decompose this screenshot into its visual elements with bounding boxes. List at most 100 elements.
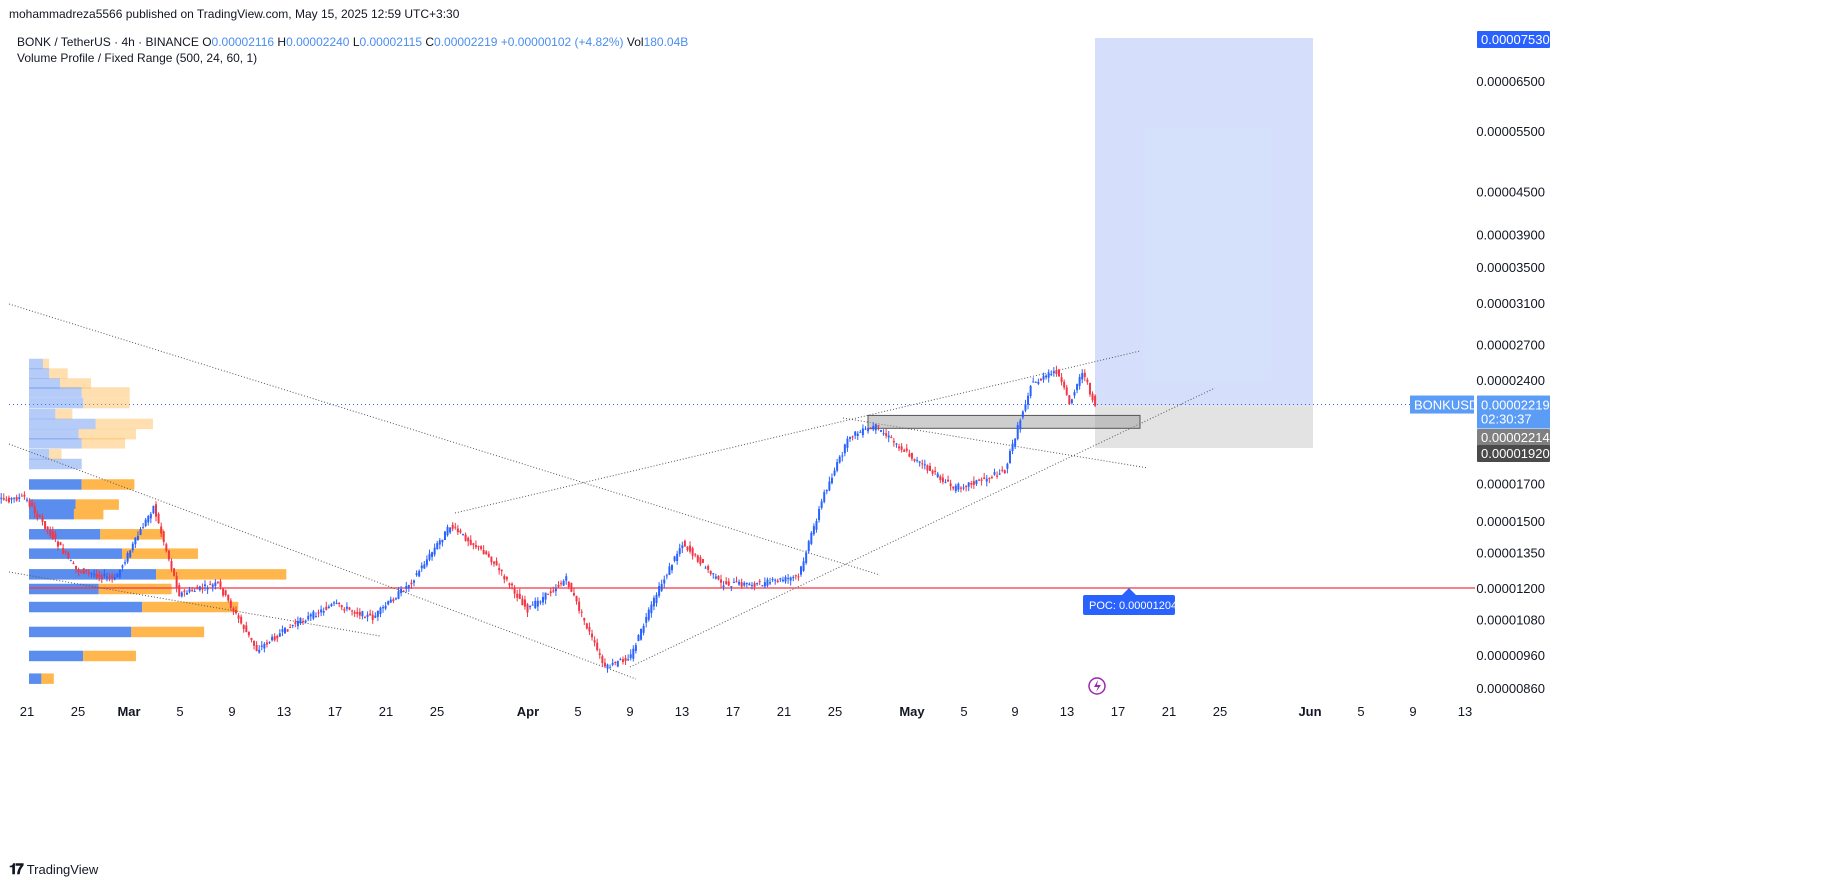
volume-profile-up-bar — [29, 508, 74, 520]
candle-body — [157, 513, 160, 524]
candle-body — [49, 529, 52, 536]
candle-body — [818, 508, 821, 521]
candle-body — [632, 648, 635, 659]
candle-body — [812, 526, 815, 535]
candle-body — [784, 576, 787, 582]
candle-body — [278, 633, 281, 637]
candle-body — [201, 588, 204, 590]
candle-body — [838, 456, 841, 463]
candle-body — [175, 575, 178, 588]
candle-body — [255, 644, 258, 651]
candle-body — [1055, 370, 1058, 374]
candle-body — [985, 478, 988, 482]
candle-body — [1086, 379, 1089, 383]
candle-body — [418, 570, 421, 577]
candle-body — [1060, 377, 1063, 383]
candle-body — [183, 590, 186, 592]
candle-body — [1034, 381, 1037, 383]
symbol-title[interactable]: BONK / TetherUS · 4h · BINANCE — [17, 35, 199, 49]
candle-body — [800, 566, 802, 575]
poc-label: POC: 0.00001204 — [1089, 600, 1177, 612]
candle-body — [433, 547, 436, 555]
y-tick-label: 0.00001500 — [1476, 514, 1545, 529]
candle-body — [560, 583, 563, 585]
low-value: 0.00002115 — [359, 35, 423, 49]
volume-profile-up-bar — [29, 601, 143, 613]
open-value: 0.00002116 — [211, 35, 275, 49]
x-tick-label: 17 — [726, 704, 740, 719]
indicator-legend[interactable]: Volume Profile / Fixed Range (500, 24, 6… — [17, 51, 258, 65]
x-tick-label: 5 — [176, 704, 183, 719]
volume-profile-up-bar — [29, 408, 56, 420]
candle-body — [750, 585, 753, 587]
candle-body — [410, 582, 413, 585]
candle-body — [247, 631, 250, 636]
candle-body — [227, 594, 230, 601]
candle-body — [451, 524, 454, 529]
candle-body — [108, 577, 111, 579]
x-tick-label: Mar — [117, 704, 140, 719]
trend-line — [629, 387, 1216, 668]
candle-body — [645, 616, 648, 623]
candle-body — [193, 591, 196, 593]
candle-body — [738, 581, 741, 585]
candle-body — [46, 526, 49, 530]
candle-body — [95, 573, 98, 578]
candle-body — [655, 594, 658, 604]
y-tick-label: 0.00000960 — [1476, 648, 1545, 663]
candle-body — [7, 497, 10, 503]
candle-body — [124, 562, 127, 564]
candle-body — [325, 606, 328, 610]
candle-body — [673, 556, 676, 561]
candle-body — [265, 642, 268, 645]
candle-body — [903, 449, 906, 452]
candle-body — [877, 425, 880, 427]
candle-body — [224, 590, 227, 596]
candle-body — [185, 592, 188, 595]
candle-body — [1016, 425, 1019, 439]
x-tick-label: 21 — [777, 704, 791, 719]
candle-body — [745, 582, 748, 584]
candle-body — [720, 579, 723, 583]
volume-profile-down-bar — [83, 397, 130, 409]
candle-body — [1094, 395, 1097, 406]
candle-body — [565, 576, 568, 581]
candle-body — [554, 588, 557, 592]
candle-body — [136, 535, 139, 541]
candle-body — [196, 587, 199, 590]
candle-body — [219, 581, 222, 587]
candle-body — [629, 654, 632, 659]
candle-body — [100, 575, 103, 579]
volume-profile-down-bar — [122, 548, 198, 559]
candle-body — [714, 576, 717, 579]
candle-body — [725, 581, 728, 584]
volume-label: Vol — [626, 35, 644, 49]
candle-body — [575, 595, 578, 602]
candle-body — [508, 583, 511, 586]
candle-body — [2, 498, 5, 500]
candle-body — [949, 483, 952, 487]
candle-body — [340, 605, 343, 608]
candle-body — [62, 548, 65, 554]
candle-body — [1063, 381, 1066, 388]
volume-profile-down-bar — [156, 569, 287, 580]
candle-body — [413, 580, 415, 583]
candle-body — [415, 573, 418, 576]
candle-body — [170, 560, 173, 570]
candle-body — [521, 598, 524, 606]
candle-body — [5, 499, 8, 501]
stop-price-label: 0.00001920 — [1481, 446, 1550, 461]
candle-body — [895, 443, 898, 445]
candle-body — [188, 589, 191, 592]
trend-line — [8, 303, 881, 576]
candle-body — [384, 605, 387, 609]
candle-body — [472, 543, 475, 546]
candle-body — [1070, 399, 1073, 404]
candle-body — [996, 475, 999, 477]
candle-body — [268, 641, 271, 643]
candle-body — [1058, 369, 1060, 377]
y-tick-label: 0.00001080 — [1476, 613, 1545, 628]
candle-body — [689, 545, 692, 552]
candle-body — [962, 487, 965, 489]
